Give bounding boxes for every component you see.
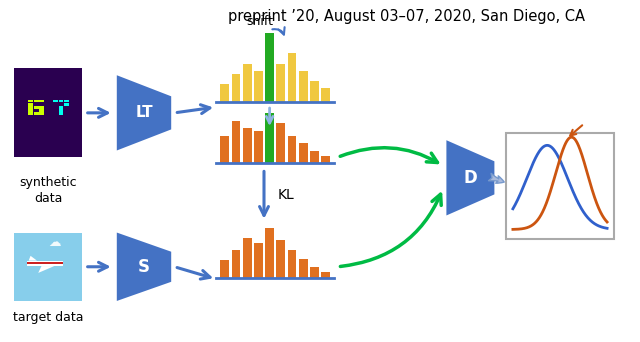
Polygon shape xyxy=(447,140,494,215)
Text: S: S xyxy=(138,258,150,276)
Bar xyxy=(265,32,274,102)
Bar xyxy=(287,250,296,278)
Bar xyxy=(59,106,63,109)
FancyBboxPatch shape xyxy=(506,133,614,239)
Bar xyxy=(27,261,63,266)
Bar xyxy=(299,259,308,278)
Bar xyxy=(310,151,319,163)
Bar xyxy=(40,112,44,115)
Bar xyxy=(34,100,38,103)
Bar xyxy=(65,100,69,103)
Bar xyxy=(321,156,330,163)
Bar xyxy=(299,143,308,163)
Bar xyxy=(65,103,69,106)
Bar xyxy=(254,71,263,102)
Text: ☁: ☁ xyxy=(49,236,61,249)
Bar xyxy=(59,109,63,112)
Bar xyxy=(254,131,263,163)
Bar xyxy=(287,136,296,163)
Bar xyxy=(220,260,229,278)
Text: target data: target data xyxy=(13,311,83,324)
Bar xyxy=(59,112,63,115)
Polygon shape xyxy=(38,266,54,273)
Bar xyxy=(232,121,241,163)
Bar xyxy=(40,106,44,109)
Bar xyxy=(232,250,241,278)
Bar xyxy=(28,109,33,112)
Polygon shape xyxy=(29,256,37,261)
Bar xyxy=(220,136,229,163)
Bar xyxy=(59,100,63,103)
FancyBboxPatch shape xyxy=(14,233,82,301)
Bar xyxy=(299,71,308,102)
Bar xyxy=(243,64,252,102)
Bar xyxy=(310,81,319,102)
Bar xyxy=(34,112,38,115)
Bar xyxy=(53,100,58,103)
Bar xyxy=(232,74,241,102)
Text: synthetic
data: synthetic data xyxy=(19,176,77,205)
Bar xyxy=(220,84,229,102)
Bar xyxy=(265,113,274,163)
Bar xyxy=(27,262,63,264)
Bar xyxy=(40,109,44,112)
Polygon shape xyxy=(116,75,172,150)
FancyBboxPatch shape xyxy=(14,68,82,157)
Bar xyxy=(287,53,296,102)
Text: preprint ’20, August 03–07, 2020, San Diego, CA: preprint ’20, August 03–07, 2020, San Di… xyxy=(228,9,585,24)
Bar xyxy=(276,64,285,102)
Bar xyxy=(254,243,263,278)
Bar xyxy=(310,267,319,278)
Bar xyxy=(28,100,33,103)
Bar xyxy=(265,228,274,278)
Polygon shape xyxy=(116,233,172,301)
Bar xyxy=(276,123,285,163)
Bar xyxy=(28,106,33,109)
Text: D: D xyxy=(463,169,477,187)
Bar xyxy=(276,240,285,278)
Text: KL: KL xyxy=(278,188,295,202)
Bar xyxy=(243,238,252,278)
Bar xyxy=(28,112,33,115)
Bar xyxy=(243,128,252,163)
Text: LT: LT xyxy=(135,105,153,120)
Text: shift: shift xyxy=(246,15,273,28)
Bar xyxy=(321,272,330,278)
Bar xyxy=(28,103,33,106)
Bar xyxy=(321,88,330,102)
Bar xyxy=(40,100,44,103)
Bar xyxy=(34,106,38,109)
